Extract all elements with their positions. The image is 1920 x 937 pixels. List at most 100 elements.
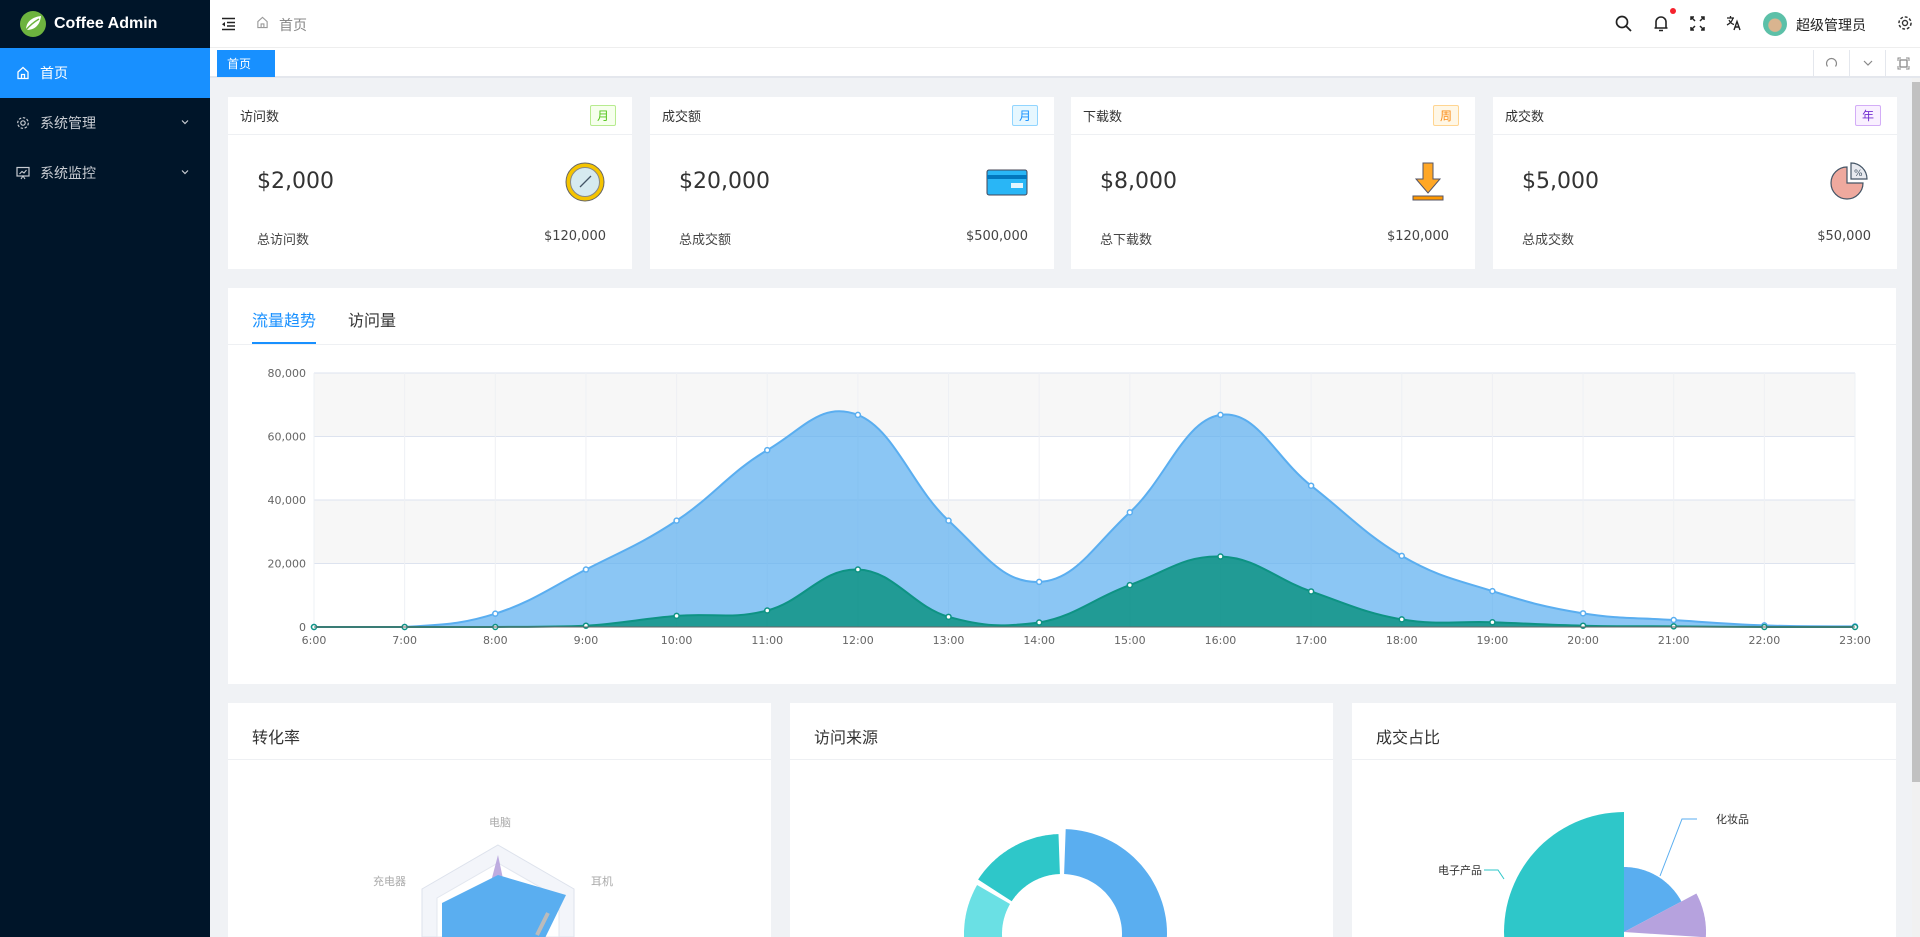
card-title: 访问来源 [790,703,1333,760]
grid-band [314,500,1855,564]
data-point[interactable] [1307,482,1315,489]
notification-dot [1670,8,1676,14]
data-point[interactable] [1035,578,1043,586]
data-point[interactable] [673,517,680,524]
data-point[interactable] [1489,587,1496,595]
y-tick-label: 0 [299,621,306,634]
stat-value: $8,000 [1100,169,1177,194]
data-point[interactable] [763,446,771,454]
label-line [1659,818,1697,877]
pie-segment[interactable] [1624,893,1706,937]
breadcrumb[interactable]: 首页 [279,18,307,34]
deal-share-pie-chart: 化妆品 电子产品 [1438,812,1749,937]
period-tag: 月 [1011,105,1038,126]
deal-share-card: 成交占比 化妆品 电子产品 [1352,703,1896,937]
data-point[interactable] [1489,618,1496,626]
settings-gear-icon[interactable] [1897,15,1913,31]
logo[interactable]: Coffee Admin [0,0,210,48]
avatar[interactable] [1763,12,1787,36]
data-point[interactable] [1035,619,1043,626]
x-tick-label: 18:00 [1386,634,1418,647]
conversion-card: 转化率 电脑 耳机 充电器 [228,703,771,937]
y-tick-label: 80,000 [268,367,307,380]
data-point[interactable] [1126,581,1134,589]
data-point[interactable] [1126,509,1134,516]
maximize-icon [1897,57,1910,69]
sidebar-item-system-management[interactable]: 系统管理 [0,98,210,148]
clock-icon [564,161,606,203]
x-tick-label: 22:00 [1749,634,1781,647]
data-point[interactable] [1217,411,1224,419]
x-tick-label: 19:00 [1477,634,1509,647]
data-point[interactable] [1670,616,1677,624]
sidebar-item-label: 系统管理 [40,116,96,132]
data-point[interactable] [763,607,771,614]
user-name[interactable]: 超级管理员 [1796,18,1866,34]
stat-card: 成交数 年 $5,000 % 总成交数 $50,000 [1493,97,1897,269]
search-icon[interactable] [1615,15,1632,32]
card-title: 转化率 [228,703,771,760]
chevron-down-icon [181,120,189,125]
radar-label: 电脑 [489,816,511,829]
refresh-button[interactable] [1813,50,1849,76]
stat-card: 访问数 月 $2,000 总访问数 $120,000 [228,97,632,269]
stat-card: 下载数 周 $8,000 总下载数 $120,000 [1071,97,1475,269]
data-point[interactable] [582,566,590,573]
stat-title: 下载数 [1083,110,1123,125]
data-point[interactable] [673,612,680,620]
stat-total-value: $120,000 [543,229,606,244]
data-point[interactable] [854,411,862,419]
x-tick-label: 6:00 [302,634,327,647]
tab-traffic-trend[interactable]: 流量趋势 [252,311,317,330]
pie-segment[interactable] [1504,812,1624,937]
pie-label: 化妆品 [1716,812,1749,826]
y-tick-label: 20,000 [268,558,307,571]
sidebar-item-label: 系统监控 [40,166,96,182]
x-tick-label: 15:00 [1114,634,1146,647]
data-point[interactable] [492,610,499,617]
data-point[interactable] [1217,553,1224,560]
tabs-bar: 首页 [210,48,1920,78]
tabs-dropdown-button[interactable] [1849,50,1885,76]
period-tag: 周 [1432,105,1459,126]
x-tick-label: 16:00 [1205,634,1237,647]
data-point[interactable] [945,517,952,524]
stat-value: $20,000 [679,169,770,194]
tab-home[interactable]: 首页 [217,50,275,77]
data-point[interactable] [1398,616,1406,623]
data-point[interactable] [1670,623,1677,630]
data-point[interactable] [1579,610,1587,617]
donut-segment[interactable] [1064,829,1167,937]
menu-fold-icon[interactable] [221,17,236,31]
x-tick-label: 11:00 [751,634,783,647]
monitor-icon [16,166,30,180]
x-tick-label: 13:00 [933,634,965,647]
tab-visits[interactable]: 访问量 [348,311,397,330]
data-point[interactable] [854,566,862,573]
sidebar-item-system-monitor[interactable]: 系统监控 [0,148,210,198]
stat-value: $2,000 [257,169,334,194]
x-tick-label: 17:00 [1295,634,1327,647]
sidebar-item-home[interactable]: 首页 [0,48,210,98]
fullscreen-icon[interactable] [1690,16,1705,31]
home-icon [257,16,268,29]
x-tick-label: 9:00 [574,634,599,647]
data-point[interactable] [1307,588,1315,595]
series-area-0 [314,411,1855,627]
bell-icon[interactable] [1653,14,1669,33]
download-icon [1407,161,1449,203]
sidebar-item-label: 首页 [40,66,68,82]
page-scrollbar[interactable] [1912,78,1920,937]
donut-segment[interactable] [964,885,1010,937]
maximize-button[interactable] [1885,50,1920,76]
trend-area-chart: 0 20,000 40,000 60,000 80,000 6:00 7:00 8:00 9:0… [268,367,1871,647]
donut-segment[interactable] [978,834,1060,902]
stat-total-label: 总成交数 [1522,233,1575,248]
data-point[interactable] [945,613,952,621]
pie-percent-icon: % [1829,161,1871,203]
data-point[interactable] [1398,552,1406,560]
conversion-radar-chart: 电脑 耳机 充电器 [373,816,613,937]
pie-segment[interactable] [1624,867,1682,932]
visit-source-donut-chart [964,829,1167,937]
translate-icon[interactable] [1726,15,1742,31]
